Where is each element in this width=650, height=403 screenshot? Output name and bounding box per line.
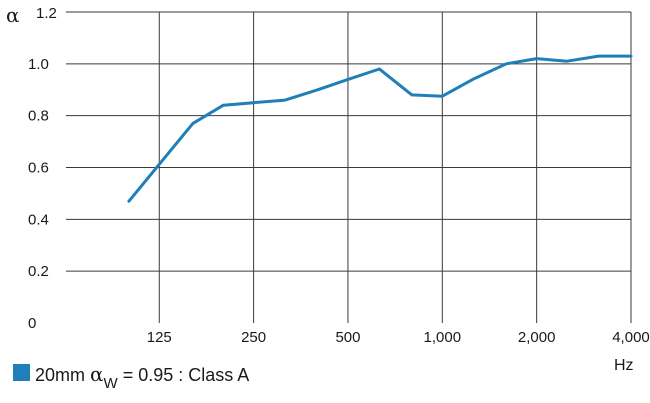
x-axis-unit: Hz xyxy=(614,357,634,374)
y-tick-label: 1.0 xyxy=(28,56,49,73)
x-tick-label: 500 xyxy=(335,329,360,346)
y-tick-labels: 0 0.2 0.4 0.6 0.8 1.0 1.2 xyxy=(28,5,57,332)
y-tick-label: 0.6 xyxy=(28,160,49,177)
y-tick-label: 0.8 xyxy=(28,108,49,125)
y-axis-label: α xyxy=(6,3,20,27)
y-tick-label: 0.2 xyxy=(28,263,49,280)
x-tick-label: 2,000 xyxy=(518,329,556,346)
x-tick-label: 125 xyxy=(147,329,172,346)
x-tick-label: 4,000 xyxy=(612,329,650,346)
grid xyxy=(66,11,632,323)
y-tick-label: 0.4 xyxy=(28,211,49,228)
x-tick-label: 250 xyxy=(241,329,266,346)
x-tick-label: 1,000 xyxy=(424,329,462,346)
legend-swatch xyxy=(13,364,30,381)
legend: 20mm αW = 0.95 : Class A xyxy=(13,362,249,392)
series-line xyxy=(127,54,633,203)
y-tick-label: 0 xyxy=(28,315,36,332)
legend-label: 20mm αW = 0.95 : Class A xyxy=(35,362,249,392)
series-group xyxy=(127,54,633,203)
y-tick-label: 1.2 xyxy=(36,5,57,22)
x-tick-labels: 125 250 500 1,000 2,000 4,000 xyxy=(147,329,650,346)
